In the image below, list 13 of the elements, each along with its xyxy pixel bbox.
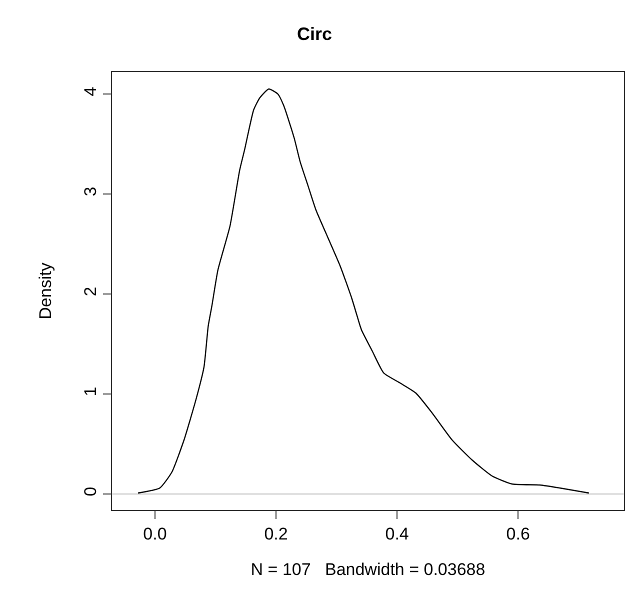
x-tick-label: 0.0	[143, 524, 167, 544]
y-axis-title: Density	[36, 262, 55, 320]
x-tick-label: 0.4	[385, 524, 409, 544]
x-axis-title: N = 107 Bandwidth = 0.03688	[250, 560, 486, 579]
y-tick-label: 2	[81, 286, 100, 296]
y-tick-label: 1	[81, 386, 100, 396]
x-tick-label: 0.6	[506, 524, 530, 544]
chart-title: Circ	[296, 24, 332, 44]
y-tick-label: 3	[81, 186, 100, 196]
line-series	[137, 88, 590, 494]
x-tick-label: 0.2	[264, 524, 288, 544]
y-tick-label: 0	[81, 486, 100, 496]
y-tick-label: 4	[81, 86, 100, 96]
